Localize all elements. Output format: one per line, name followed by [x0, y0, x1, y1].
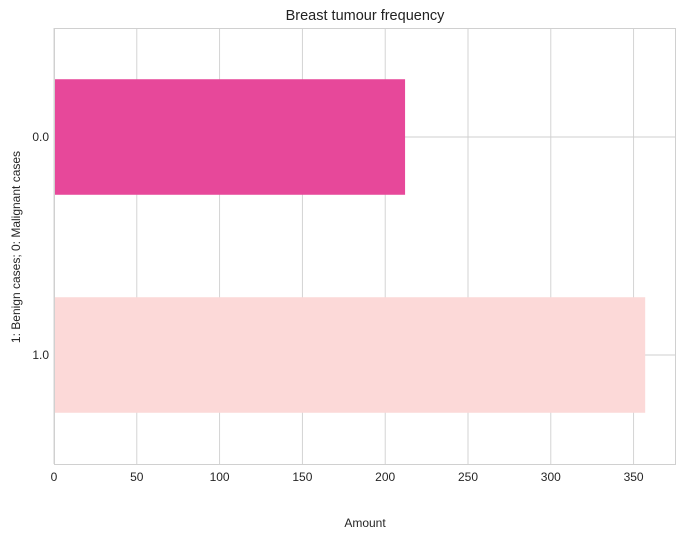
- x-tick-label: 350: [624, 470, 644, 484]
- x-tick-label: 100: [210, 470, 230, 484]
- plot-frame: [54, 28, 676, 465]
- y-tick-label: 0.0: [32, 130, 49, 144]
- x-tick-label: 150: [292, 470, 312, 484]
- bars-layer: [54, 79, 646, 413]
- x-tick-label: 200: [375, 470, 395, 484]
- chart-title: Breast tumour frequency: [286, 8, 446, 24]
- x-axis-label: Amount: [344, 516, 386, 530]
- x-tick-label: 250: [458, 470, 478, 484]
- bar-1-0: [54, 297, 646, 413]
- x-tick-label: 300: [541, 470, 561, 484]
- y-tick-labels: 0.0 1.0: [32, 130, 49, 362]
- x-tick-label: 0: [51, 470, 58, 484]
- y-axis-label: 1: Benign cases; 0: Malignant cases: [9, 151, 23, 343]
- x-tick-label: 50: [130, 470, 144, 484]
- x-tick-labels: 0 50 100 150 200 250 300 350: [51, 470, 644, 484]
- y-tick-label: 1.0: [32, 348, 49, 362]
- bar-0-0: [54, 79, 406, 195]
